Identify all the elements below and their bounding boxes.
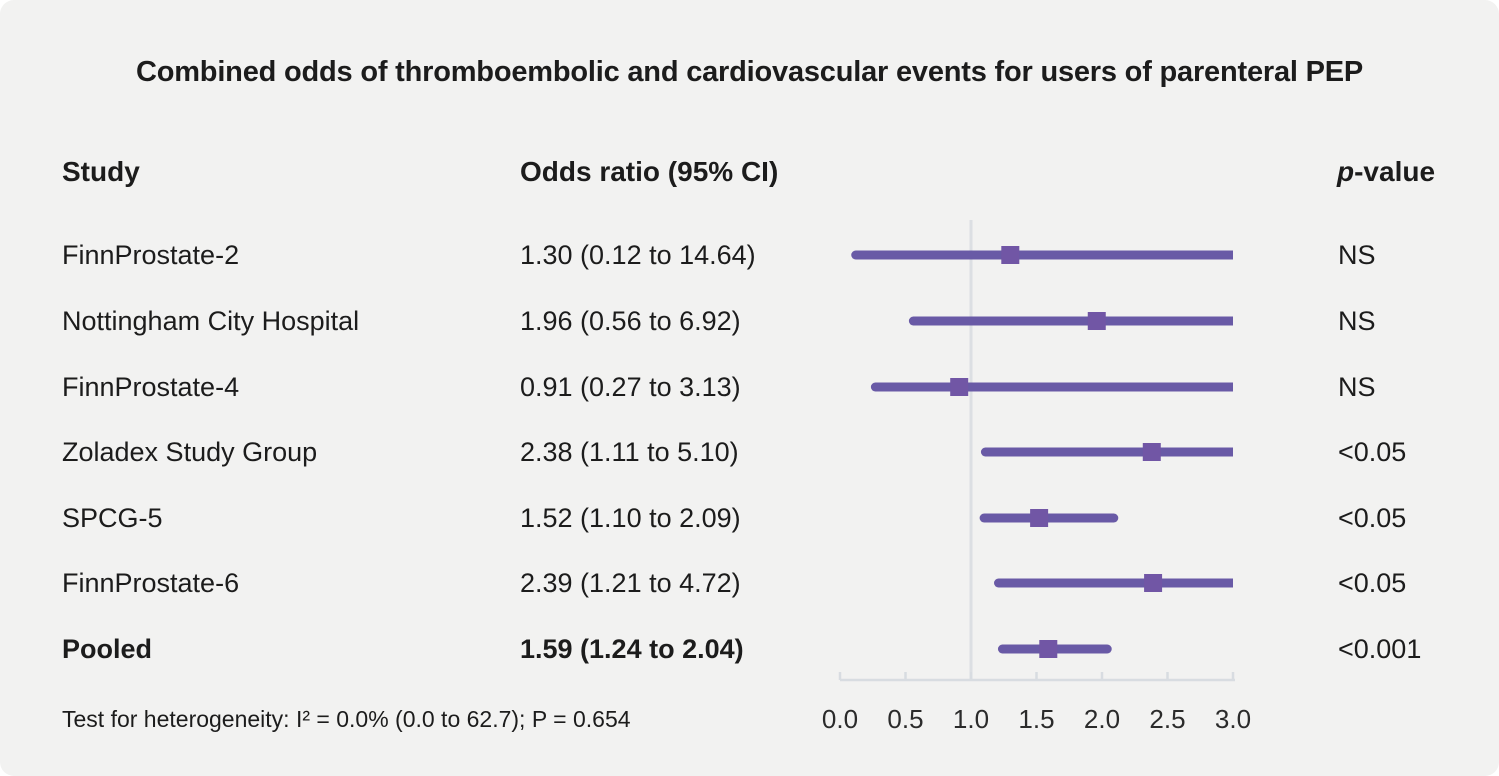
x-axis-tick-label: 2.0 xyxy=(1084,704,1120,734)
column-header-p-value: p-value xyxy=(1337,156,1435,188)
ci-cap-low xyxy=(994,578,1004,588)
ci-cap-low xyxy=(851,250,861,260)
ci-cap-low xyxy=(908,316,918,326)
ci-cap-low xyxy=(979,513,989,523)
p-value: NS xyxy=(1338,306,1376,336)
study-label: Nottingham City Hospital xyxy=(62,306,360,336)
odds-ratio-value: 1.96 (0.56 to 6.92) xyxy=(520,306,741,336)
point-marker xyxy=(1030,509,1049,527)
point-marker xyxy=(1087,312,1106,330)
ci-cap-low xyxy=(980,447,990,457)
x-axis-tick-label: 1.0 xyxy=(953,704,989,734)
study-label: SPCG-5 xyxy=(62,503,163,533)
odds-ratio-value: 1.30 (0.12 to 14.64) xyxy=(520,240,756,270)
p-value-pooled: <0.001 xyxy=(1338,634,1422,664)
p-value: <0.05 xyxy=(1338,568,1407,598)
point-marker xyxy=(1142,443,1161,461)
point-marker xyxy=(1144,574,1163,592)
x-axis-tick-label: 0.5 xyxy=(887,704,923,734)
study-label: Zoladex Study Group xyxy=(62,437,318,467)
ci-cap-low xyxy=(997,644,1007,654)
column-header-odds-ratio: Odds ratio (95% CI) xyxy=(520,156,779,187)
chart-title: Combined odds of thromboembolic and card… xyxy=(135,56,1364,88)
study-label: FinnProstate-6 xyxy=(62,568,240,598)
p-value-header-italic-p: p xyxy=(1337,156,1355,187)
point-marker xyxy=(950,378,969,396)
study-label: FinnProstate-4 xyxy=(62,372,240,402)
ci-cap-low xyxy=(870,382,880,392)
p-value-header-suffix: -value xyxy=(1354,156,1436,187)
p-value: <0.05 xyxy=(1338,503,1407,533)
heterogeneity-note: Test for heterogeneity: I² = 0.0% (0.0 t… xyxy=(62,706,631,732)
column-header-study: Study xyxy=(62,156,140,187)
p-value: <0.05 xyxy=(1338,437,1407,467)
odds-ratio-value: 0.91 (0.27 to 3.13) xyxy=(520,372,741,402)
odds-ratio-value: 1.52 (1.10 to 2.09) xyxy=(520,503,741,533)
study-label: FinnProstate-2 xyxy=(62,240,240,270)
odds-ratio-value-pooled: 1.59 (1.24 to 2.04) xyxy=(520,634,744,664)
p-value: NS xyxy=(1338,240,1376,270)
ci-cap-high xyxy=(1102,644,1112,654)
p-value: NS xyxy=(1338,372,1376,402)
x-axis-tick-label: 2.5 xyxy=(1149,704,1185,734)
ci-cap-high xyxy=(1109,513,1119,523)
point-marker xyxy=(1001,246,1020,264)
odds-ratio-value: 2.38 (1.11 to 5.10) xyxy=(520,437,739,467)
x-axis-tick-label: 0.0 xyxy=(822,704,858,734)
study-label-pooled: Pooled xyxy=(62,634,153,664)
point-marker-pooled xyxy=(1039,640,1058,658)
odds-ratio-value: 2.39 (1.21 to 4.72) xyxy=(520,568,741,598)
x-axis-tick-label: 3.0 xyxy=(1215,704,1251,734)
x-axis-tick-label: 1.5 xyxy=(1018,704,1054,734)
